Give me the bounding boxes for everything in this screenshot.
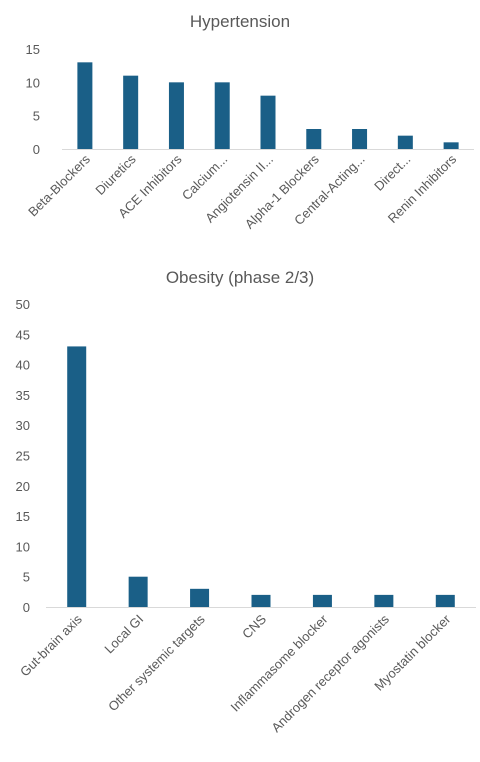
bar bbox=[306, 129, 322, 149]
bar bbox=[397, 135, 413, 149]
y-tick-label: 5 bbox=[23, 570, 30, 585]
x-tick-label: Androgen receptor agonists bbox=[268, 611, 392, 735]
bar bbox=[190, 588, 210, 607]
obesity-chart: Obesity (phase 2/3) 0 5 10 15 20 25 30 35 40 45 50… bbox=[16, 268, 476, 735]
y-tick-label: 45 bbox=[16, 327, 30, 342]
y-tick-label: 40 bbox=[16, 358, 30, 373]
bar bbox=[214, 82, 230, 149]
y-tick-label: 10 bbox=[26, 75, 40, 90]
y-axis: 0 5 10 15 20 25 30 35 40 45 50 bbox=[16, 297, 30, 615]
bar bbox=[352, 129, 368, 149]
y-tick-label: 10 bbox=[16, 539, 30, 554]
bar bbox=[128, 576, 148, 607]
bar bbox=[435, 594, 455, 607]
y-tick-label: 15 bbox=[26, 42, 40, 57]
x-tick-label: Direct... bbox=[371, 152, 413, 194]
bar bbox=[260, 95, 276, 149]
x-tick-label: Gut-brain axis bbox=[17, 611, 85, 679]
x-tick-label: Diuretics bbox=[92, 151, 139, 198]
chart-title: Obesity (phase 2/3) bbox=[166, 268, 314, 287]
x-tick-label: CNS bbox=[239, 611, 269, 641]
y-tick-label: 50 bbox=[16, 297, 30, 312]
bar bbox=[374, 594, 394, 607]
chart-title: Hypertension bbox=[190, 12, 290, 31]
y-tick-label: 30 bbox=[16, 418, 30, 433]
y-tick-label: 5 bbox=[33, 109, 40, 124]
y-tick-label: 0 bbox=[23, 600, 30, 615]
y-tick-label: 15 bbox=[16, 509, 30, 524]
bar bbox=[312, 594, 332, 607]
y-tick-label: 25 bbox=[16, 449, 30, 464]
bar bbox=[67, 346, 87, 607]
bar bbox=[77, 62, 93, 150]
bars bbox=[67, 346, 455, 607]
bar bbox=[443, 142, 459, 149]
y-tick-label: 35 bbox=[16, 388, 30, 403]
y-axis: 0 5 10 15 bbox=[26, 42, 40, 157]
y-tick-label: 0 bbox=[33, 142, 40, 157]
bar bbox=[123, 75, 139, 149]
bar bbox=[251, 594, 271, 607]
x-tick-label: Local GI bbox=[101, 612, 146, 657]
hypertension-chart: Hypertension 0 5 10 15 Beta-Blockers Diureti… bbox=[25, 12, 474, 232]
x-tick-label: Beta-Blockers bbox=[25, 151, 93, 219]
y-tick-label: 20 bbox=[16, 479, 30, 494]
bar bbox=[168, 82, 184, 149]
bars bbox=[77, 62, 459, 150]
